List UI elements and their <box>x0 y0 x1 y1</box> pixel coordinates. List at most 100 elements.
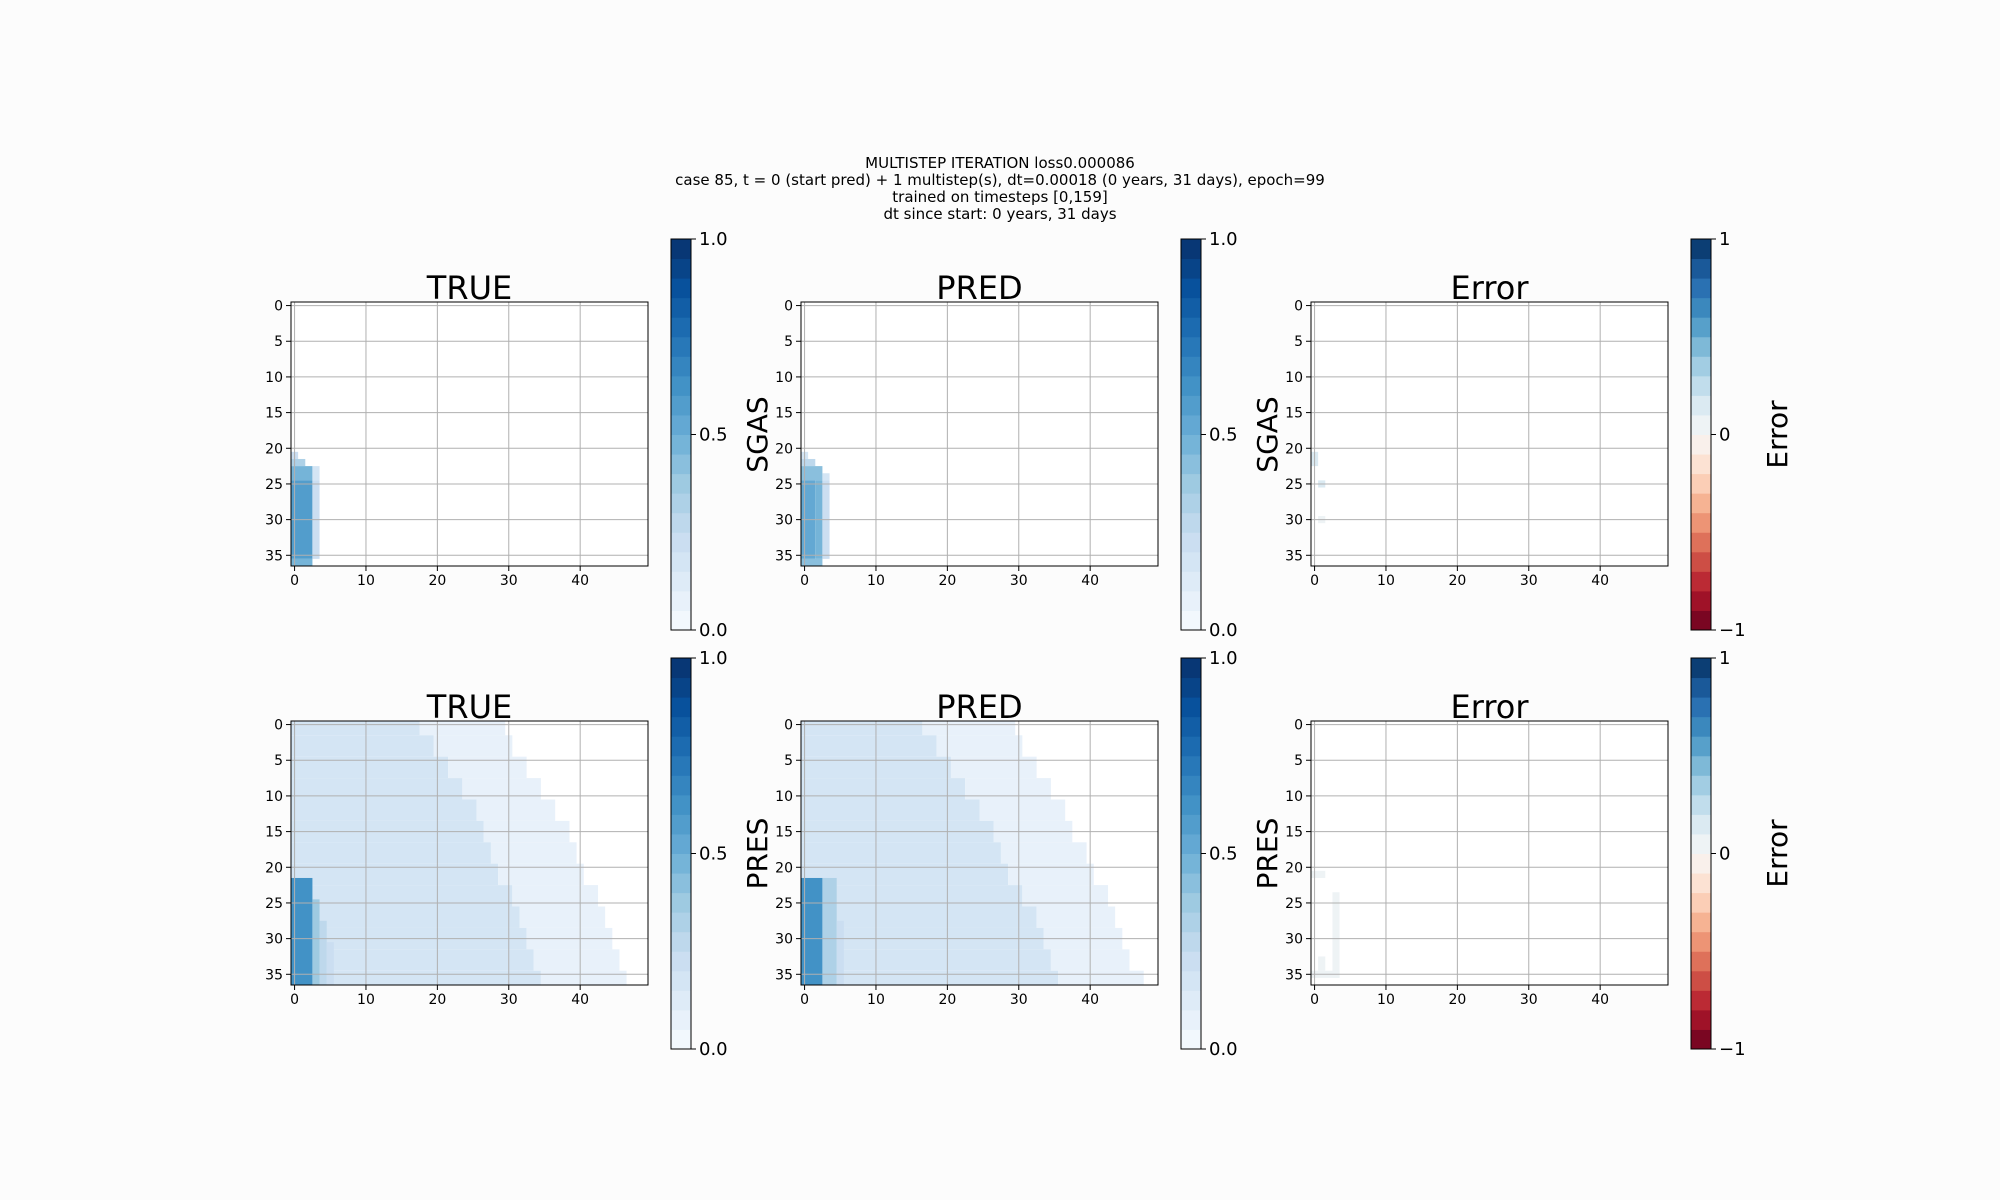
colorbar-level <box>1181 970 1201 991</box>
colorbar-level <box>1691 434 1711 455</box>
colorbar-level <box>671 951 691 972</box>
y-tick-label: 25 <box>1285 477 1303 493</box>
colorbar-level <box>671 873 691 894</box>
heatmap-cell <box>433 735 513 757</box>
y-tick-label: 10 <box>1285 370 1303 386</box>
colorbar-tick-label: 0.5 <box>699 844 728 865</box>
colorbar-level <box>1691 532 1711 553</box>
colorbar-level <box>671 892 691 913</box>
axes-frame <box>800 301 1159 567</box>
colorbar-level <box>1691 239 1711 260</box>
colorbar-level <box>1181 1009 1201 1030</box>
heatmap-cell <box>291 458 306 467</box>
y-tick-label: 0 <box>1294 299 1303 315</box>
heatmap-cell <box>291 721 420 736</box>
colorbar-level <box>1691 853 1711 874</box>
colorbar-level <box>1181 658 1201 679</box>
colorbar-level <box>671 853 691 874</box>
suptitle-line: MULTISTEP ITERATION loss0.000086 <box>865 154 1135 172</box>
colorbar-label: PRES <box>741 818 774 890</box>
x-tick-label: 20 <box>938 573 956 589</box>
colorbar-level <box>1691 892 1711 913</box>
heatmap-cell <box>291 735 434 757</box>
colorbar-level <box>1181 297 1201 318</box>
colorbar-level <box>671 512 691 533</box>
colorbar-level <box>1181 755 1201 776</box>
colorbar-level <box>1181 814 1201 835</box>
colorbar-level <box>1691 677 1711 698</box>
heatmap-cell <box>1058 970 1144 985</box>
heatmap-cell <box>801 458 816 467</box>
heatmap-cell <box>801 863 1009 886</box>
colorbar-level <box>1181 278 1201 299</box>
colorbar-tick-label: 1.0 <box>1209 648 1238 669</box>
colorbar-level <box>1691 610 1711 631</box>
suptitle-line: dt since start: 0 years, 31 days <box>883 205 1116 223</box>
y-tick-label: 35 <box>775 548 793 564</box>
x-tick-label: 30 <box>500 992 518 1008</box>
y-tick-label: 15 <box>265 825 283 841</box>
colorbar-level <box>1691 473 1711 494</box>
colorbar-label: Error <box>1761 400 1794 469</box>
y-tick-label: 20 <box>1285 860 1303 876</box>
colorbar-level <box>1691 395 1711 416</box>
x-tick-label: 30 <box>1520 992 1538 1008</box>
heatmap-cell <box>801 721 923 736</box>
x-tick-label: 10 <box>1377 992 1395 1008</box>
colorbar-level <box>1181 590 1201 611</box>
heatmap-cell <box>291 842 491 864</box>
colorbar-level <box>1691 951 1711 972</box>
y-tick-label: 30 <box>775 513 793 529</box>
x-tick-label: 0 <box>800 992 809 1008</box>
colorbar-label: PRES <box>1251 818 1284 890</box>
colorbar-level <box>671 434 691 455</box>
axes-frame <box>1310 720 1669 986</box>
panel-title: PRED <box>936 688 1022 726</box>
colorbar-level <box>671 658 691 679</box>
y-tick-label: 10 <box>775 789 793 805</box>
colorbar-level <box>1181 716 1201 737</box>
heatmap-cell <box>1022 885 1109 907</box>
heatmap-cell <box>291 778 463 800</box>
heatmap-cell <box>326 942 334 985</box>
colorbar-level <box>671 697 691 718</box>
y-tick-label: 35 <box>775 967 793 983</box>
colorbar-tick-label: 1.0 <box>1209 229 1238 250</box>
x-tick-label: 0 <box>1310 573 1319 589</box>
colorbar-level <box>1181 532 1201 553</box>
heatmap-cell <box>533 949 620 971</box>
x-tick-label: 30 <box>1010 992 1028 1008</box>
colorbar-level <box>1181 356 1201 377</box>
y-tick-label: 20 <box>265 441 283 457</box>
y-tick-label: 15 <box>1285 406 1303 422</box>
colorbar-level <box>671 336 691 357</box>
axes-frame <box>800 720 1159 986</box>
panel-title: TRUE <box>426 688 512 726</box>
colorbar-level <box>1691 414 1711 435</box>
colorbar-level <box>671 736 691 757</box>
colorbar-level <box>671 610 691 631</box>
colorbar-level <box>1691 336 1711 357</box>
colorbar-level <box>671 297 691 318</box>
y-tick-label: 5 <box>1294 753 1303 769</box>
x-tick-label: 30 <box>500 573 518 589</box>
y-tick-label: 10 <box>265 370 283 386</box>
x-tick-label: 0 <box>800 573 809 589</box>
colorbar-tick-label: 1 <box>1719 229 1730 250</box>
colorbar-level <box>671 970 691 991</box>
colorbar-level <box>671 375 691 396</box>
x-tick-label: 10 <box>357 992 375 1008</box>
heatmap-cell <box>950 756 1037 779</box>
colorbar-level <box>671 571 691 592</box>
colorbar-level <box>671 716 691 737</box>
colorbar-label: SGAS <box>741 396 774 472</box>
colorbar-level <box>1181 833 1201 854</box>
colorbar-level <box>1691 297 1711 318</box>
x-tick-label: 20 <box>1448 573 1466 589</box>
colorbar-level <box>1691 736 1711 757</box>
heatmap-cell <box>1311 870 1326 878</box>
colorbar-tick-label: 0.5 <box>1209 425 1238 446</box>
colorbar-level <box>1181 317 1201 338</box>
